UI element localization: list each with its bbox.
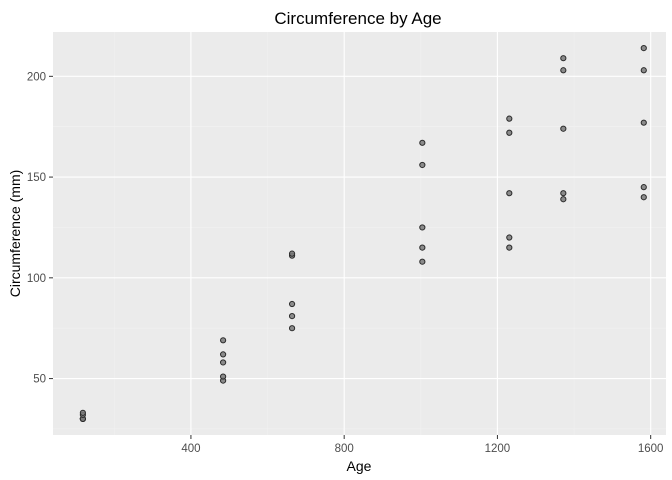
- data-point: [506, 115, 513, 122]
- data-point: [288, 300, 296, 308]
- y-tick-label: 200: [27, 71, 46, 83]
- data-points: [79, 45, 647, 422]
- data-point: [79, 409, 86, 416]
- data-point: [506, 234, 513, 241]
- data-point: [506, 244, 513, 251]
- data-point: [220, 351, 227, 358]
- plot-panel: [53, 32, 666, 435]
- y-tick-label: 100: [27, 273, 46, 285]
- data-point: [560, 125, 567, 132]
- data-point: [288, 250, 296, 257]
- x-axis-title: Age: [347, 458, 372, 474]
- x-tick-label: 800: [335, 443, 354, 455]
- data-point: [220, 373, 227, 380]
- data-point: [419, 139, 426, 146]
- data-point: [220, 359, 227, 366]
- data-point: [560, 55, 567, 62]
- x-tick-label: 1200: [485, 443, 511, 455]
- minor-gridlines: [53, 32, 666, 435]
- data-point: [220, 337, 227, 344]
- tick-labels: 400 800 1200 1600 50 100 150 200: [27, 71, 664, 455]
- data-point: [560, 190, 567, 197]
- axis-ticks: [49, 75, 652, 439]
- data-point: [419, 258, 426, 265]
- data-point: [419, 244, 426, 251]
- major-gridlines: [53, 32, 666, 435]
- data-point: [288, 313, 296, 320]
- data-point: [288, 325, 296, 332]
- data-point: [640, 119, 647, 126]
- data-point: [419, 161, 426, 169]
- data-point: [560, 67, 567, 74]
- data-point: [640, 45, 647, 52]
- chart-title: Circumference by Age: [274, 9, 441, 28]
- y-axis-title: Circumference (mm): [7, 170, 23, 298]
- data-point: [640, 67, 647, 74]
- data-point: [506, 129, 513, 136]
- x-tick-label: 1600: [638, 443, 664, 455]
- data-point: [419, 224, 426, 231]
- data-point: [560, 196, 567, 203]
- y-tick-label: 150: [27, 172, 46, 184]
- data-point: [640, 194, 647, 201]
- data-point: [506, 190, 513, 197]
- y-tick-label: 50: [33, 374, 46, 386]
- x-tick-label: 400: [181, 443, 200, 455]
- data-point: [640, 184, 647, 191]
